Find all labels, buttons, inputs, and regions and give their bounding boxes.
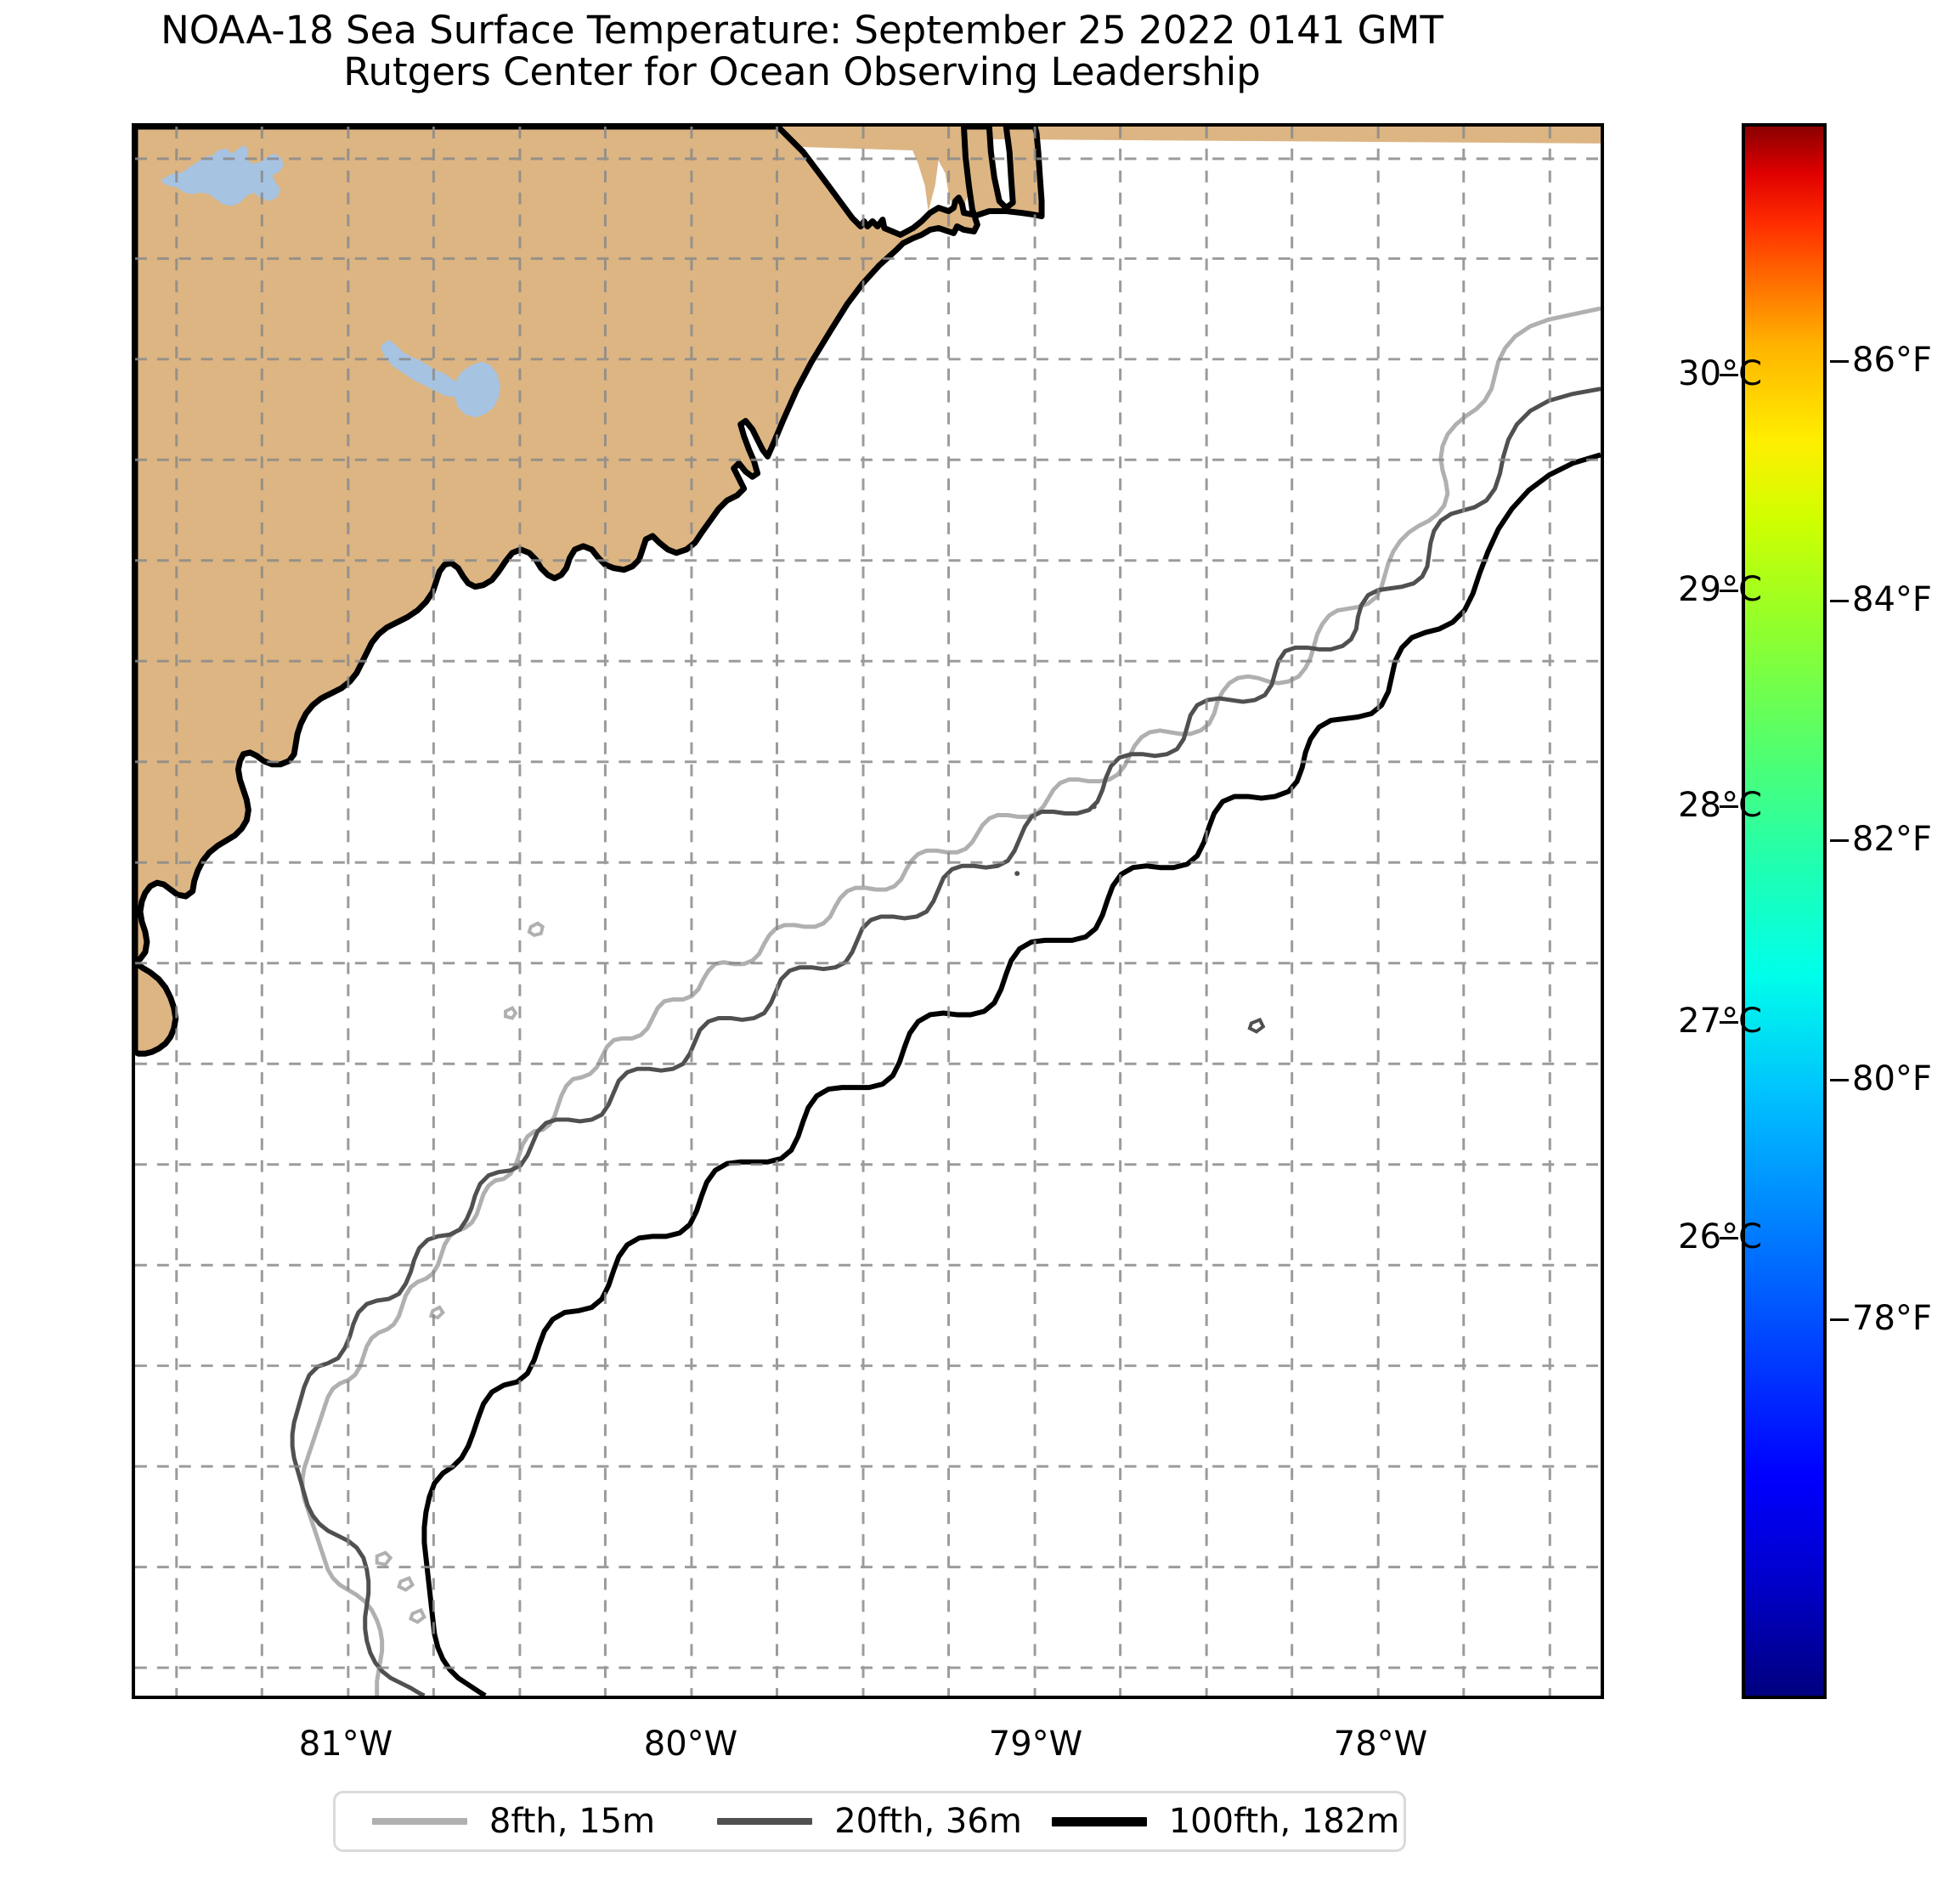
colorbar-label-fahrenheit: 80°F	[1852, 1059, 1932, 1098]
colorbar-label-celsius: 27°C	[1678, 1002, 1762, 1041]
colorbar[interactable]	[1720, 123, 1849, 1699]
colorbar-label-fahrenheit: 86°F	[1852, 341, 1932, 380]
legend-line-swatch-20fth	[717, 1818, 813, 1825]
legend-label-100fth: 100fth, 182m	[1168, 1802, 1400, 1841]
lake-hartwell	[161, 144, 285, 206]
colorbar-label-celsius: 29°C	[1678, 570, 1762, 609]
contour-100fth-182m	[421, 452, 1601, 1696]
colorbar-label-celsius: 28°C	[1678, 786, 1762, 825]
legend-item-100fth[interactable]: 100fth, 182m	[1048, 1802, 1404, 1841]
map-canvas	[135, 127, 1601, 1696]
bathymetry-legend[interactable]: 8fth, 15m 20fth, 36m 100fth, 182m	[333, 1791, 1406, 1852]
colorbar-gradient	[1742, 123, 1827, 1699]
colorbar-label-fahrenheit: 78°F	[1852, 1299, 1932, 1338]
mainland-polygon	[135, 127, 1045, 966]
x-axis-label: 79°W	[988, 1725, 1083, 1764]
contour-20fth-36m	[290, 387, 1601, 1696]
ytick-minor	[132, 1169, 135, 1171]
ytick-minor	[132, 1573, 135, 1576]
x-axis-label: 81°W	[298, 1725, 393, 1764]
legend-line-swatch-100fth	[1051, 1816, 1147, 1826]
colorbar-label-celsius: 30°C	[1678, 354, 1762, 393]
land-polygon	[135, 127, 1601, 216]
colorbar-tick-celsius	[1720, 374, 1738, 376]
title-block: NOAA-18 Sea Surface Temperature: Septemb…	[0, 8, 1604, 94]
ytick-minor	[132, 1068, 135, 1070]
ytick-minor	[132, 259, 135, 262]
lake-moultrie	[455, 361, 501, 418]
colorbar-tick-fahrenheit	[1830, 1079, 1849, 1081]
legend-item-20fth[interactable]: 20fth, 36m	[692, 1802, 1048, 1841]
ytick-major-31n	[132, 1371, 135, 1374]
x-axis-label: 78°W	[1333, 1725, 1428, 1764]
ytick-minor	[132, 765, 135, 767]
colorbar-tick-celsius	[1720, 1237, 1738, 1239]
ytick-major-33n	[132, 562, 135, 565]
gridlines-layer	[135, 127, 1601, 1696]
legend-label-8fth: 8fth, 15m	[489, 1802, 656, 1841]
colorbar-tick-celsius	[1720, 1021, 1738, 1024]
colorbar-label-fahrenheit: 82°F	[1852, 820, 1932, 859]
ytick-minor	[132, 663, 135, 666]
colorbar-tick-fahrenheit	[1830, 839, 1849, 842]
ytick-minor	[132, 1674, 135, 1677]
lakes-layer	[161, 144, 501, 418]
ytick-minor	[132, 866, 135, 868]
page-title: NOAA-18 Sea Surface Temperature: Septemb…	[161, 8, 1443, 53]
ytick-minor	[132, 360, 135, 363]
colorbar-tick-celsius	[1720, 805, 1738, 808]
legend-label-20fth: 20fth, 36m	[834, 1802, 1022, 1841]
ytick-major-32n	[132, 967, 135, 969]
map-plot-area[interactable]	[132, 123, 1604, 1699]
ytick-minor	[132, 461, 135, 464]
ytick-minor	[132, 1472, 135, 1475]
legend-line-swatch-8fth	[371, 1818, 467, 1825]
ytick-major-34n	[132, 159, 135, 161]
colorbar-tick-celsius	[1720, 590, 1738, 592]
x-axis-label: 80°W	[643, 1725, 738, 1764]
colorbar-label-fahrenheit: 84°F	[1852, 580, 1932, 619]
colorbar-tick-fahrenheit	[1830, 1318, 1849, 1321]
lake-marion	[380, 339, 477, 398]
ytick-minor	[132, 1270, 135, 1273]
land-layer	[135, 127, 1601, 1057]
colorbar-tick-fahrenheit	[1830, 600, 1849, 602]
legend-item-8fth[interactable]: 8fth, 15m	[336, 1802, 692, 1841]
georgia-coast-polygon	[135, 959, 179, 1057]
colorbar-tick-fahrenheit	[1830, 360, 1849, 363]
page-subtitle: Rutgers Center for Ocean Observing Leade…	[343, 48, 1261, 94]
colorbar-label-celsius: 26°C	[1678, 1217, 1762, 1256]
